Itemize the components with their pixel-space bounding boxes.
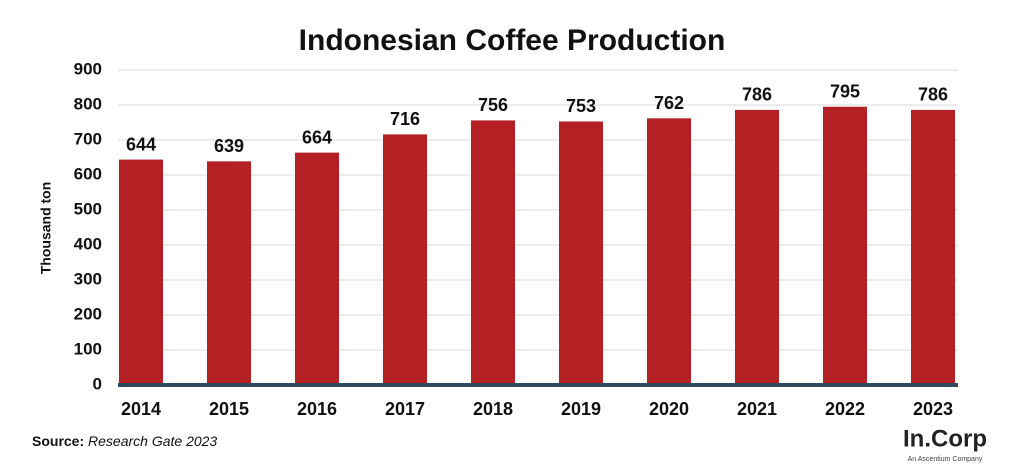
source-label: Source: <box>32 433 84 449</box>
x-tick-label: 2015 <box>209 399 249 419</box>
logo-tagline: An Ascentium Company <box>908 456 983 463</box>
y-axis-label: Thousand ton <box>38 182 54 275</box>
data-label: 753 <box>566 96 596 116</box>
source: Source: Research Gate 2023 <box>32 433 217 449</box>
data-label: 644 <box>126 134 156 154</box>
y-tick-label: 600 <box>74 164 102 183</box>
y-tick-label: 400 <box>74 234 102 253</box>
y-tick-label: 200 <box>74 304 102 323</box>
bar <box>119 159 163 385</box>
y-tick-label: 0 <box>93 374 102 393</box>
bar <box>911 109 955 386</box>
chart-title: Indonesian Coffee Production <box>299 24 726 57</box>
x-tick-label: 2023 <box>913 399 953 419</box>
data-label: 639 <box>214 136 244 156</box>
bar <box>383 134 427 385</box>
x-tick-label: 2021 <box>737 399 777 419</box>
x-tick-label: 2017 <box>385 399 425 419</box>
bar <box>295 152 339 385</box>
y-tick-label: 800 <box>74 94 102 113</box>
bar <box>647 118 691 386</box>
bar <box>823 106 867 385</box>
data-label: 716 <box>390 109 420 129</box>
y-tick-label: 500 <box>74 199 102 218</box>
bar <box>559 121 603 385</box>
x-tick-label: 2014 <box>121 399 161 419</box>
x-tick-label: 2020 <box>649 399 689 419</box>
y-tick-label: 700 <box>74 129 102 148</box>
x-tick-label: 2022 <box>825 399 865 419</box>
data-label: 756 <box>478 95 508 115</box>
x-tick-label: 2016 <box>297 399 337 419</box>
bar <box>735 109 779 386</box>
data-label: 795 <box>830 82 860 102</box>
data-label: 664 <box>302 127 332 147</box>
data-label: 786 <box>742 85 772 105</box>
x-tick-label: 2019 <box>561 399 601 419</box>
y-tick-label: 300 <box>74 269 102 288</box>
bar <box>471 120 515 386</box>
y-tick-label: 100 <box>74 339 102 358</box>
y-tick-label: 900 <box>74 59 102 78</box>
bar <box>207 161 251 385</box>
data-label: 786 <box>918 85 948 105</box>
x-tick-label: 2018 <box>473 399 513 419</box>
data-label: 762 <box>654 93 684 113</box>
baseline <box>118 383 958 387</box>
source-text: Research Gate 2023 <box>88 433 217 449</box>
logo: In.Corp <box>903 425 987 452</box>
